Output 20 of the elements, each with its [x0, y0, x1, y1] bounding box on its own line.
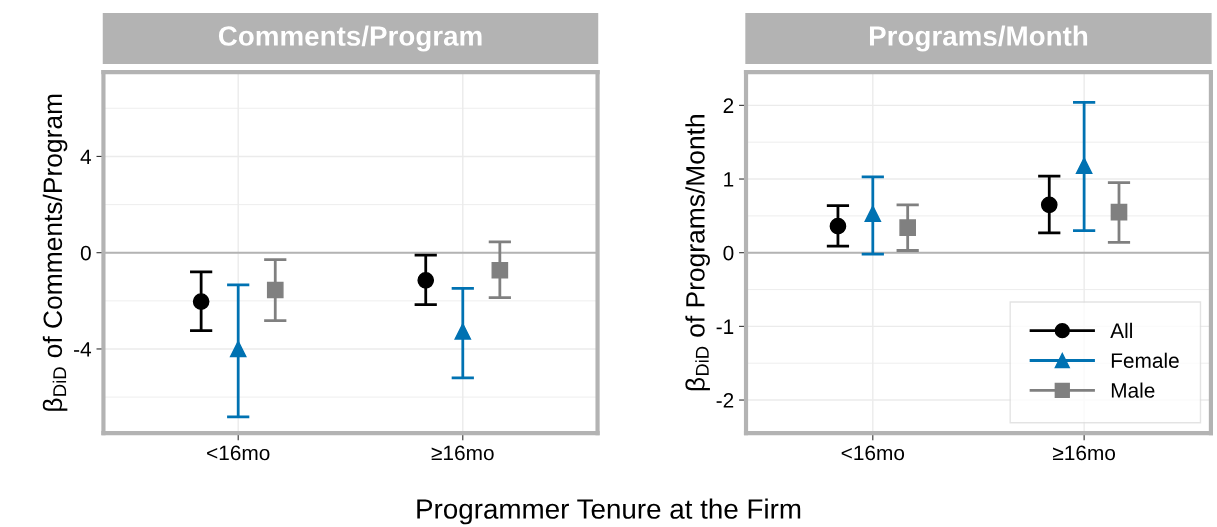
y-tick-label: -2: [716, 393, 734, 408]
legend-label: Female: [1111, 352, 1179, 368]
y-tick-label: 1: [724, 172, 734, 187]
y-axis-title: β$_{DiD}$ of Programs/Month: [685, 115, 710, 391]
y-axis-title: β$_{DiD}$ of Comments/Program: [42, 94, 68, 411]
y-tick-label: 4: [80, 149, 92, 164]
y-tick-label: -1: [716, 319, 734, 334]
x-axis-title: Programmer Tenure at the Firm: [417, 498, 801, 525]
x-tick-label: <16mo: [841, 445, 905, 461]
chart-title: Programs/Month: [869, 25, 1088, 52]
y-tick-label: 2: [723, 98, 734, 113]
legend-label: Male: [1111, 382, 1155, 398]
chart-title: Comments/Program: [218, 25, 482, 52]
x-tick-label: ≥16mo: [1053, 445, 1116, 461]
legend-label: All: [1110, 322, 1132, 338]
x-tick-label: <16mo: [207, 445, 270, 461]
y-tick-label: 0: [80, 245, 91, 261]
x-tick-label: ≥16mo: [431, 445, 494, 461]
y-tick-label: 0: [723, 245, 734, 261]
y-tick-label: -4: [74, 342, 92, 357]
